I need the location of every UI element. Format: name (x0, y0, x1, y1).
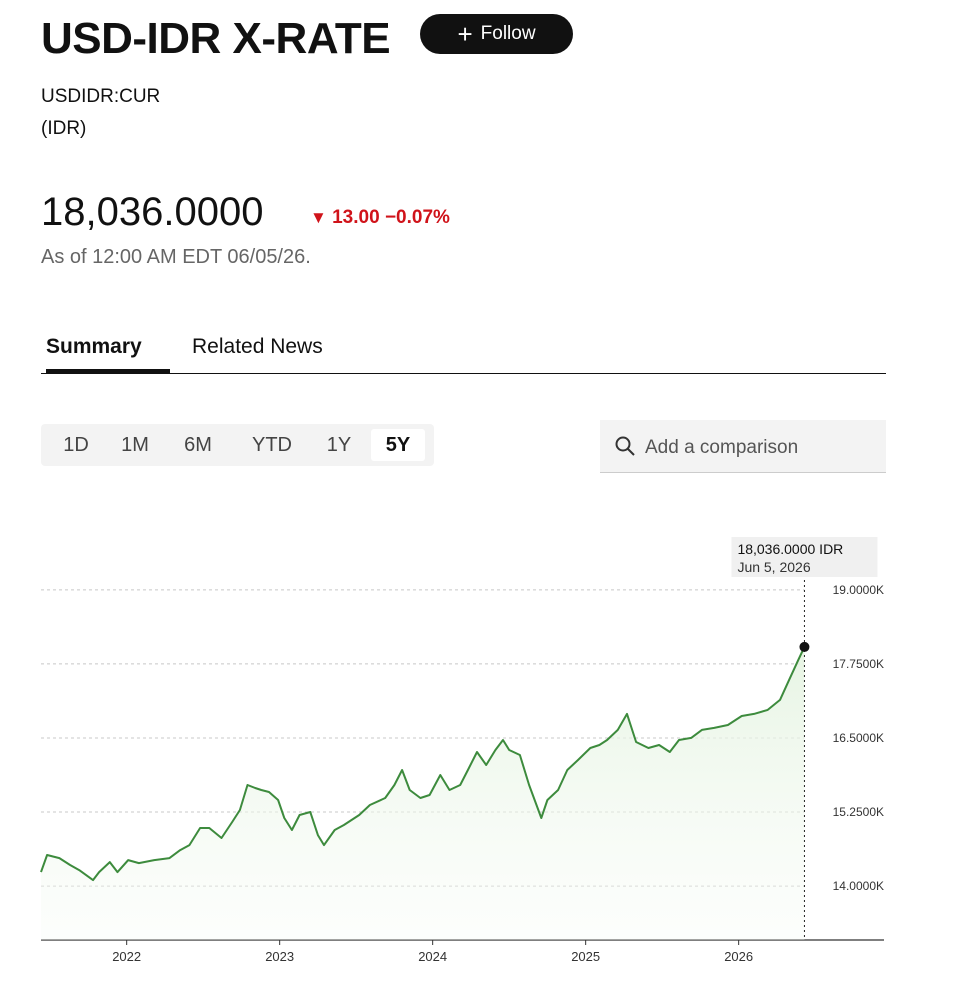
change: ▼ 13.00 −0.07% (310, 207, 450, 228)
price-line (40, 646, 806, 882)
y-tick-label: 16.5000K (833, 731, 884, 745)
range-selector: 1D 1M 6M YTD 1Y 5Y (41, 424, 434, 466)
x-tick-label: 2025 (571, 949, 600, 964)
search-placeholder: Add a comparison (645, 437, 799, 458)
tooltip-date: Jun 5, 2026 (737, 559, 810, 575)
range-button[interactable]: 6M (184, 434, 212, 456)
x-tick-label: 2023 (265, 949, 294, 964)
price: 18,036.0000 (41, 190, 264, 234)
currency: (IDR) (41, 118, 87, 139)
x-tick-label: 2022 (112, 949, 141, 964)
range-button[interactable]: 1M (121, 434, 149, 456)
tab[interactable]: Related News (192, 335, 323, 358)
area (41, 646, 805, 940)
last-point (799, 641, 810, 652)
follow-label: Follow (480, 23, 536, 44)
range-button[interactable]: YTD (252, 434, 292, 456)
x-tick-label: 2026 (724, 949, 753, 964)
range-button[interactable]: 5Y (371, 429, 425, 461)
comparison-search[interactable]: Add a comparison (600, 420, 886, 473)
range-button[interactable]: 1Y (326, 434, 352, 456)
tabs: Summary Related News (41, 335, 886, 374)
y-tick-label: 17.7500K (833, 657, 884, 671)
y-tick-label: 15.2500K (833, 805, 884, 819)
y-tick-label: 19.0000K (833, 583, 884, 597)
x-tick-label: 2024 (418, 949, 447, 964)
tab[interactable]: Summary (46, 335, 170, 373)
change-pct: −0.07% (384, 207, 450, 228)
change-value: 13.00 (332, 207, 380, 228)
page-title: USD-IDR X-RATE (41, 14, 391, 63)
y-tick-label: 14.0000K (833, 879, 884, 893)
as-of: As of 12:00 AM EDT 06/05/26. (41, 246, 311, 268)
tooltip-box (731, 537, 878, 577)
range-button[interactable]: 1D (63, 434, 89, 456)
ticker: USDIDR:CUR (41, 86, 161, 107)
search-icon (615, 436, 635, 456)
tooltip-value: 18,036.0000 IDR (737, 541, 843, 557)
follow-button[interactable]: + Follow (420, 14, 573, 54)
